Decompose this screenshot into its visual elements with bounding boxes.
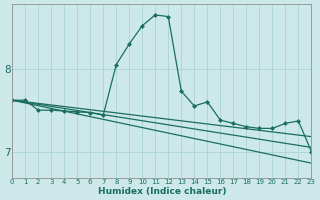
X-axis label: Humidex (Indice chaleur): Humidex (Indice chaleur) — [98, 187, 226, 196]
